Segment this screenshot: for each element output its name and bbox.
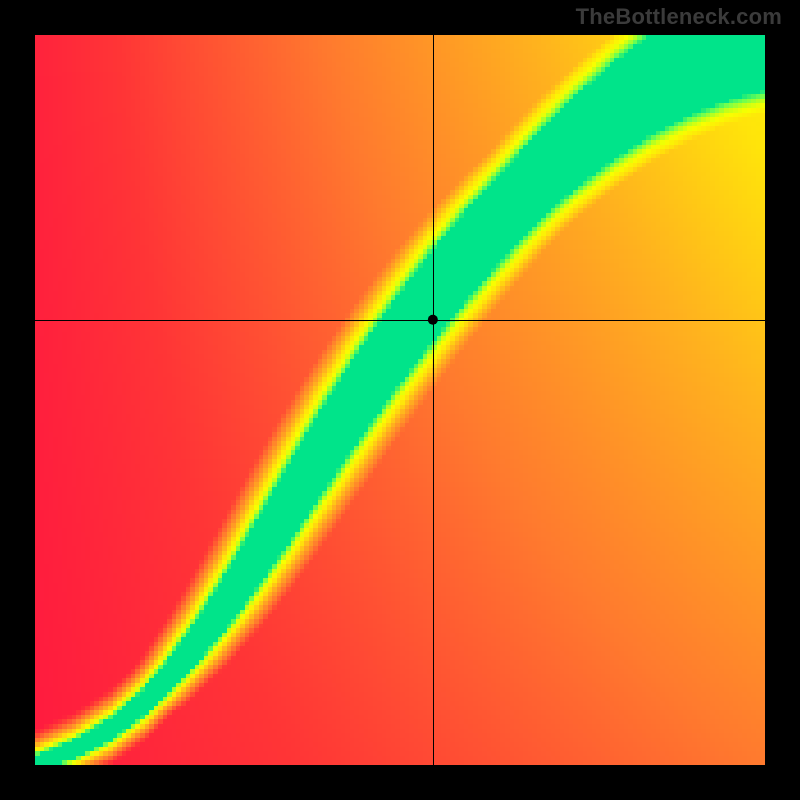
bottleneck-heatmap — [35, 35, 765, 765]
watermark: TheBottleneck.com — [576, 4, 782, 30]
